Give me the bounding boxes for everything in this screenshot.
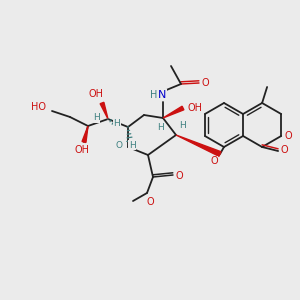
- Polygon shape: [82, 126, 88, 142]
- Text: OH: OH: [88, 89, 104, 99]
- Text: O: O: [284, 131, 292, 141]
- Text: H: H: [93, 113, 99, 122]
- Text: H: H: [150, 90, 158, 100]
- Text: H: H: [178, 121, 185, 130]
- Text: OH: OH: [74, 145, 89, 155]
- Text: OH: OH: [188, 103, 203, 113]
- Text: H: H: [114, 118, 120, 127]
- Text: O: O: [116, 142, 122, 151]
- Text: O: O: [146, 197, 154, 207]
- Text: H: H: [158, 124, 164, 133]
- Text: O: O: [175, 171, 183, 181]
- Text: O: O: [280, 145, 288, 155]
- Text: N: N: [158, 90, 166, 100]
- Text: O: O: [210, 156, 218, 166]
- Text: O: O: [201, 78, 209, 88]
- Polygon shape: [163, 106, 184, 118]
- Text: HO: HO: [31, 102, 46, 112]
- Polygon shape: [100, 102, 108, 119]
- Text: H: H: [129, 140, 135, 149]
- Polygon shape: [176, 135, 221, 156]
